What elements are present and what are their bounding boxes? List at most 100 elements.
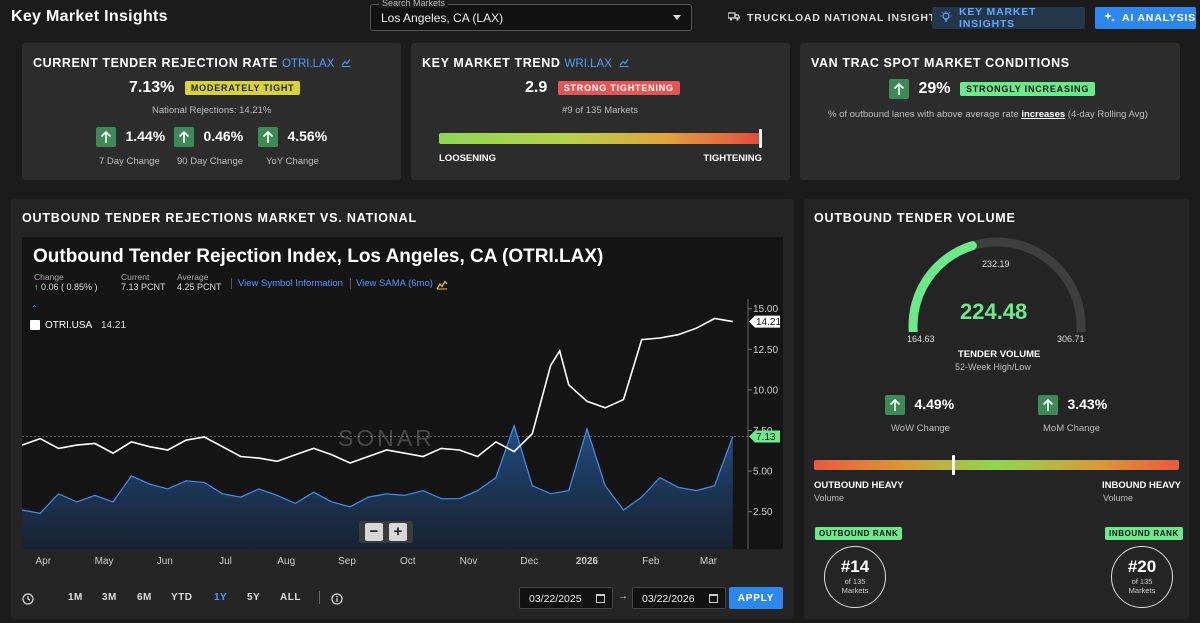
rank-of: of 135 — [844, 577, 866, 586]
rank-markets: Markets — [1128, 586, 1156, 595]
change-value: 4.56% — [287, 128, 328, 145]
range-6m-button[interactable]: 6M — [137, 592, 152, 603]
stat-label: Change — [34, 272, 64, 282]
gauge-prev-value: 232.19 — [982, 259, 1010, 269]
change-yoy: 4.56% YoY Change — [258, 127, 328, 167]
otri-lax-tag-label: 7.13 — [756, 432, 776, 443]
info-icon[interactable] — [331, 592, 343, 610]
change-value: 3.43% — [1067, 396, 1108, 413]
range-1y-button[interactable]: 1Y — [214, 592, 228, 603]
x-tick-label: Dec — [520, 556, 538, 567]
rank-markets: Markets — [841, 586, 869, 595]
nav-key-market-insights[interactable]: KEY MARKET INSIGHTS — [932, 6, 1085, 30]
nav-truckload-national-insights[interactable]: TRUCKLOAD NATIONAL INSIGHTS — [727, 7, 944, 29]
collapse-legend-icon[interactable]: ⌃ — [31, 304, 38, 313]
symbol-link-otri-lax[interactable]: OTRI.LAX — [281, 58, 335, 70]
status-badge: MODERATELY TIGHT — [184, 80, 301, 95]
change-value: 4.49% — [914, 396, 955, 413]
van-trac-card: VAN TRAC SPOT MARKET CONDITIONS 29% STRO… — [800, 43, 1180, 180]
status-badge: STRONG TIGHTENING — [557, 80, 680, 95]
volume-mom-change: 3.43% — [1038, 395, 1107, 415]
market-search-select[interactable]: Search Markets Los Angeles, CA (LAX) — [370, 0, 692, 31]
divider — [350, 278, 351, 289]
inbound-rank-circle: #20 of 135 Markets — [1111, 546, 1173, 608]
outbound-rank-value: #14 — [840, 557, 870, 576]
arrow-up-icon — [885, 395, 905, 415]
tender-volume-gauge — [908, 237, 1086, 332]
otri-lax-line — [21, 423, 734, 514]
stat-average: Average 4.25 PCNT — [177, 272, 222, 292]
otri-usa-line — [21, 317, 733, 464]
apply-button[interactable]: APPLY — [729, 587, 783, 609]
y-tick-label: 10.00 — [753, 385, 778, 396]
y-tick-label: 2.50 — [753, 507, 773, 518]
search-value: Los Angeles, CA (LAX) — [381, 11, 504, 25]
x-tick-label: 2026 — [576, 556, 599, 567]
arrow-up-icon — [1038, 395, 1058, 415]
date-to-value: 03/22/2026 — [642, 593, 695, 605]
change-metrics: 1.44% 7 Day Change 0.46% 90 Day Change 4… — [96, 127, 333, 171]
range-ytd-button[interactable]: YTD — [171, 592, 193, 603]
inbound-heavy-label: INBOUND HEAVY — [1102, 480, 1181, 491]
stat-value: ↑ 0.06 ( 0.85% ) — [34, 282, 98, 292]
stat-label: Average — [177, 272, 209, 282]
market-trend-title: KEY MARKET TREND — [422, 56, 561, 70]
inbound-heavy-sub: Volume — [1103, 493, 1134, 503]
rank-of: of 135 — [1131, 577, 1153, 586]
chart-line-icon[interactable] — [616, 56, 629, 70]
range-1m-button[interactable]: 1M — [68, 592, 83, 603]
zoom-in-button[interactable]: + — [389, 523, 407, 541]
view-sama-link[interactable]: View SAMA (6mo) — [356, 278, 433, 289]
zoom-out-button[interactable]: − — [365, 523, 383, 541]
chevron-down-icon — [673, 15, 681, 20]
tender-rejection-title: CURRENT TENDER REJECTION RATE — [33, 56, 278, 70]
calendar-icon[interactable] — [596, 594, 605, 603]
chart-line-icon[interactable] — [338, 56, 351, 70]
x-tick-label: Mar — [700, 556, 718, 567]
stat-label: Current — [121, 272, 150, 282]
otri-usa-tag — [749, 315, 780, 328]
calendar-icon[interactable] — [709, 594, 718, 603]
arrow-up-icon: ↑ — [34, 282, 39, 292]
range-5y-button[interactable]: 5Y — [247, 592, 261, 603]
symbol-link-wri-lax[interactable]: WRI.LAX — [564, 58, 612, 70]
divider — [231, 278, 232, 289]
gauge-max-label: 306.71 — [1057, 334, 1085, 344]
range-all-button[interactable]: ALL — [280, 592, 301, 603]
trend-marker — [759, 129, 762, 148]
view-symbol-info-link[interactable]: View Symbol Information — [238, 278, 343, 289]
sonar-watermark: SONAR — [338, 425, 435, 451]
page-title: Key Market Insights — [11, 8, 168, 25]
tender-rejection-card: CURRENT TENDER REJECTION RATE OTRI.LAX 7.… — [22, 43, 401, 180]
legend-swatch — [30, 320, 40, 330]
clock-icon[interactable] — [22, 592, 34, 610]
desc-text: % of outbound lanes with above average r… — [828, 109, 1022, 120]
range-3m-button[interactable]: 3M — [102, 592, 117, 603]
y-tick-label: 15.00 — [753, 304, 778, 315]
stat-current: Current 7.13 PCNT — [121, 272, 166, 292]
sama-icon[interactable] — [436, 277, 448, 295]
x-tick-label: Nov — [460, 556, 478, 567]
stat-change: Change ↑ 0.06 ( 0.85% ) — [34, 272, 98, 292]
outbound-rejections-title: OUTBOUND TENDER REJECTIONS MARKET VS. NA… — [22, 211, 417, 225]
van-trac-value: 29% — [918, 80, 951, 98]
x-tick-label: Jun — [157, 556, 173, 567]
date-from-input[interactable]: 03/22/2025 — [519, 587, 613, 609]
x-tick-label: Oct — [400, 556, 416, 567]
inbound-rank-badge: INBOUND RANK — [1105, 527, 1183, 540]
van-trac-description: % of outbound lanes with above average r… — [828, 109, 1148, 120]
x-tick-label: May — [95, 556, 114, 567]
date-to-input[interactable]: 03/22/2026 — [632, 587, 726, 609]
change-7day: 1.44% 7 Day Change — [96, 127, 165, 167]
ai-analysis-button[interactable]: AI ANALYSIS — [1095, 7, 1196, 29]
volume-balance-bar — [814, 455, 1179, 475]
lightbulb-icon — [940, 10, 952, 26]
card-title: KEY MARKET TREND WRI.LAX — [422, 56, 629, 70]
gauge-fill — [908, 241, 977, 332]
ai-analysis-label: AI ANALYSIS — [1122, 12, 1196, 24]
national-rejections-text: National Rejections: 14.21% — [152, 105, 272, 116]
truck-icon — [727, 12, 741, 24]
tightening-label: TIGHTENING — [703, 153, 762, 164]
otri-usa-tag-label: 14.21 — [756, 317, 781, 328]
trend-value: 2.9 — [525, 79, 548, 96]
